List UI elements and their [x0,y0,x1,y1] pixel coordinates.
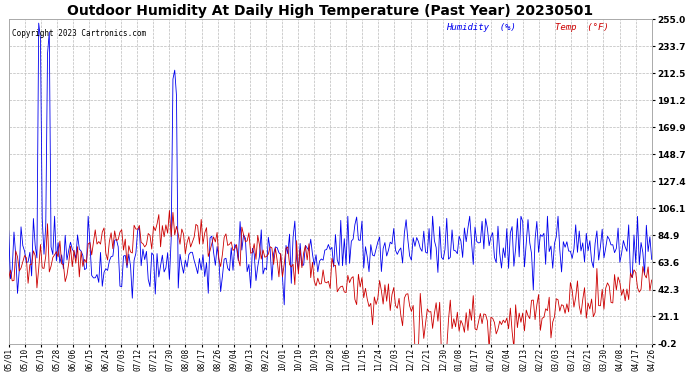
Title: Outdoor Humidity At Daily High Temperature (Past Year) 20230501: Outdoor Humidity At Daily High Temperatu… [67,4,593,18]
Text: Temp  (°F): Temp (°F) [555,22,609,32]
Text: Copyright 2023 Cartronics.com: Copyright 2023 Cartronics.com [12,29,146,38]
Text: Humidity  (%): Humidity (%) [446,22,515,32]
